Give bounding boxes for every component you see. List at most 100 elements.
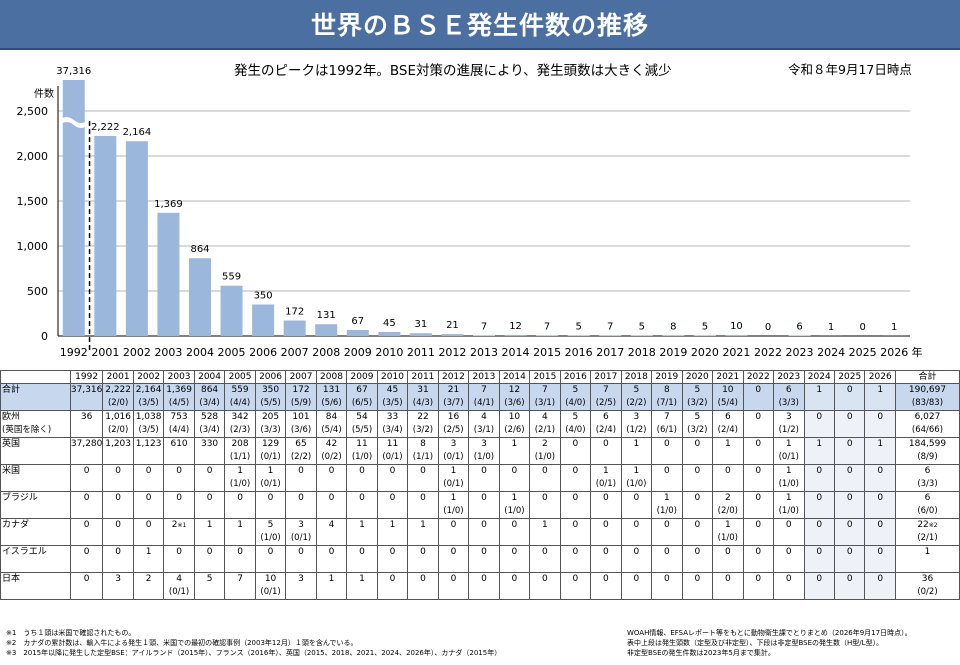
table-cell: 0 [681, 464, 714, 492]
row-label: カナダ [0, 518, 71, 546]
col-header-2003: 2003 [163, 370, 195, 384]
table-cell: 7 (4/1) [468, 383, 500, 411]
table-cell: 1 [864, 383, 896, 411]
table-cell: 3 (0/1) [437, 437, 470, 465]
x-tick-label: 2002 [123, 346, 151, 359]
table-cell: 5 (3/2) [681, 410, 714, 438]
x-tick-label: 2024 [817, 346, 845, 359]
table-cell: 0 [224, 491, 256, 519]
col-header-2025: 2025 [833, 370, 866, 384]
bar-2012 [441, 334, 464, 336]
x-tick-label: 2003 [154, 346, 182, 359]
table-cell: 1,016 (2/0) [102, 410, 134, 438]
table-cell: 10 (0/1) [254, 572, 287, 600]
table-cell: 0 [407, 545, 439, 573]
table-cell: 0 [620, 491, 653, 519]
table-cell: 0 [437, 545, 470, 573]
bar-2017 [599, 335, 622, 336]
col-header-2024: 2024 [803, 370, 836, 384]
bar-chart: 05001,0001,5002,0002,500件数37,31619922,22… [17, 66, 923, 359]
x-tick-label: 2014 [502, 346, 530, 359]
table-cell: 1 (1/0) [773, 464, 805, 492]
table-cell: 0 [651, 545, 683, 573]
page-title: 世界のＢＳＥ発生件数の推移 [310, 11, 649, 40]
table-cell: 0 [833, 383, 866, 411]
data-label: 0 [765, 322, 771, 333]
table-cell: 0 [498, 518, 531, 546]
table-cell: 205 (3/3) [254, 410, 287, 438]
table-cell: 753 (4/4) [163, 410, 195, 438]
col-header-2005: 2005 [224, 370, 256, 384]
x-tick-label: 2005 [218, 346, 246, 359]
table-row: 米国 0 0 0 0 0 1 (1/0) 1 (0/1) 0 0 0 0 0 1 (0/1)… [0, 464, 960, 492]
col-header-2021: 2021 [712, 370, 744, 384]
col-header-2001: 2001 [102, 370, 134, 384]
col-header-2008: 2008 [315, 370, 348, 384]
table-cell: 1,123 [132, 437, 165, 465]
data-label: 67 [351, 316, 364, 327]
table-cell: 5 (4/0) [559, 410, 592, 438]
table-cell: 3 (0/1) [285, 518, 317, 546]
x-tick-label: 2021 [722, 346, 750, 359]
table-cell: 0 [620, 572, 653, 600]
row-label: 英国 [0, 437, 71, 465]
table-cell: 0 [498, 572, 531, 600]
table-cell: 0 [315, 464, 348, 492]
table-cell: 67 (6/5) [346, 383, 378, 411]
bar-2005 [220, 285, 243, 336]
table-cell: 1 [620, 437, 653, 465]
table-cell: 7 (2/5) [590, 383, 622, 411]
row-label: 合計 [0, 383, 71, 411]
col-header-2009: 2009 [346, 370, 378, 384]
table-cell: 5 [193, 572, 226, 600]
y-tick-label: 500 [27, 285, 48, 298]
table-cell: 0 [69, 491, 104, 519]
table-cell: 6 (2/4) [590, 410, 622, 438]
table-cell: 0 [803, 518, 836, 546]
y-tick-label: 2,000 [17, 150, 49, 163]
data-label: 350 [254, 291, 273, 302]
bar-2019 [662, 335, 685, 336]
table-cell: 0 [590, 545, 622, 573]
table-cell: 42 (0/2) [315, 437, 348, 465]
table-cell: 0 [712, 545, 744, 573]
table-cell: 6 (3/3) [894, 464, 960, 492]
col-header-2020: 2020 [681, 370, 714, 384]
col-header-合計: 合計 [894, 370, 960, 384]
table-row: カナダ 0 0 0 2※1 1 1 5 (1/0) 3 (0/1) 4 1 1 1 0 0… [0, 518, 960, 546]
table-cell: 5 (2/2) [620, 383, 653, 411]
table-cell: 0 [681, 437, 714, 465]
table-cell: 0 [529, 572, 561, 600]
table-cell: 0 [651, 464, 683, 492]
table-cell: 0 [803, 545, 836, 573]
table-cell: 0 [254, 491, 287, 519]
table-cell: 0 [559, 572, 592, 600]
table-cell: 21 (3/7) [437, 383, 470, 411]
table-cell: 1 (0/1) [437, 464, 470, 492]
table-cell: 0 [529, 545, 561, 573]
table-cell: 0 [590, 437, 622, 465]
table-cell: 0 [803, 572, 836, 600]
x-tick-label: 2020 [691, 346, 719, 359]
data-label: 7 [607, 321, 613, 332]
table-cell: 3 [285, 572, 317, 600]
row-label: 米国 [0, 464, 71, 492]
col-header-1992: 1992 [69, 370, 104, 384]
bar-2006 [252, 304, 275, 336]
table-cell: 0 [742, 491, 775, 519]
bar-2011 [409, 333, 432, 336]
table-cell: 0 [163, 464, 195, 492]
row-label: 日本 [0, 572, 71, 600]
table-cell: 1 [803, 383, 836, 411]
table-cell: 0 [559, 491, 592, 519]
data-label: 1 [891, 322, 897, 333]
table-cell: 0 [102, 491, 134, 519]
table-cell: 12 (3/6) [498, 383, 531, 411]
data-label: 12 [509, 321, 522, 332]
col-header-2022: 2022 [742, 370, 775, 384]
table-cell: 54 (5/5) [346, 410, 378, 438]
table-cell: 1 (0/1) [254, 464, 287, 492]
table-cell: 0 [864, 545, 896, 573]
source-note-2: 表中上段は発生頭数（定型及び非定型）、下段は非定型BSEの発生数（H型/L型）。 [627, 639, 884, 647]
table-cell: 0 [529, 464, 561, 492]
